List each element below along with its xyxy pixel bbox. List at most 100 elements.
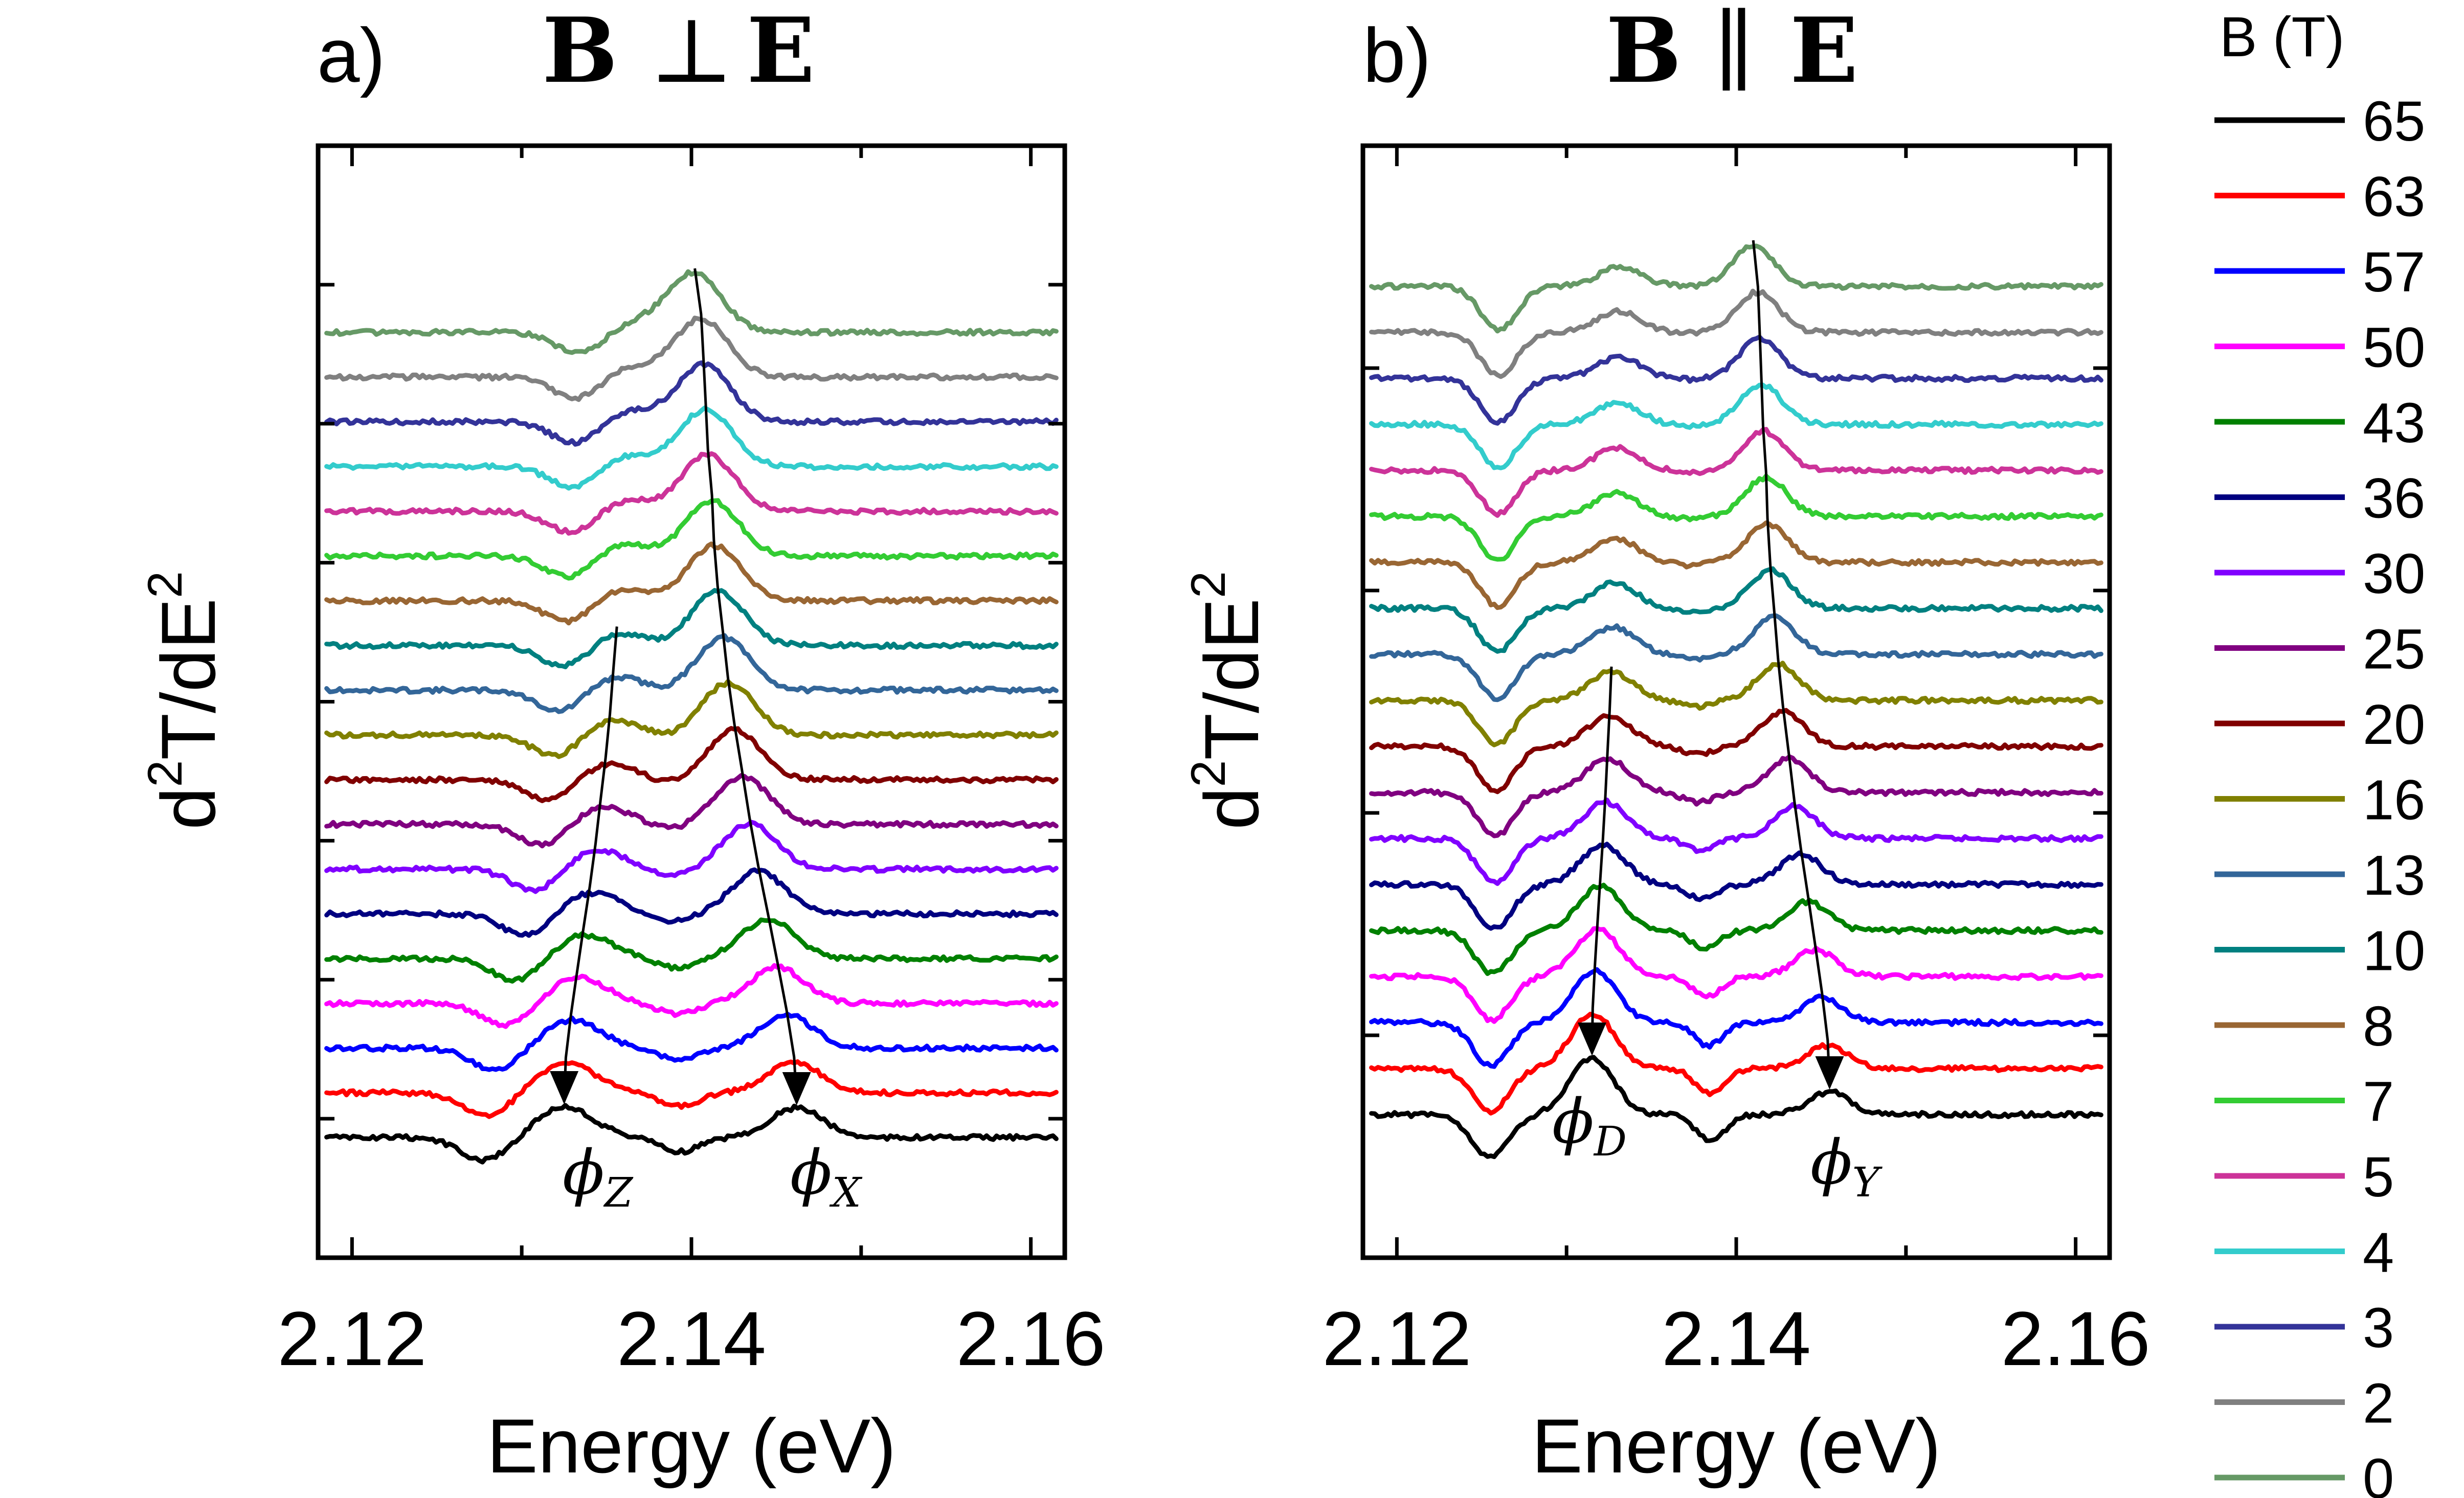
trace-25T [1369,754,2103,838]
legend-label-0: 0 [2363,1447,2394,1498]
trace-16T [1369,661,2103,747]
arrow-head-d [1577,1023,1606,1056]
guide-d [1591,666,1613,1054]
trace-16T [324,679,1059,759]
panel-b-traces [1369,243,2103,1160]
x-tick-label: 2.16 [956,1296,1106,1381]
trace-63T [1369,1011,2103,1116]
panel-a-title-b: B [542,0,618,103]
trace-65T [1369,1055,2103,1160]
trace-63T [324,1059,1059,1119]
trace-20T [1369,708,2103,795]
trace-0T [1369,243,2103,334]
panel-b-xlabel: Energy (eV) [1532,1403,1941,1489]
trace-30T [1369,798,2103,886]
legend-label-10: 10 [2363,920,2425,983]
trace-65T [324,1103,1059,1165]
trace-36T [1369,842,2103,931]
phi-y-label: ϕY [1810,1127,1883,1206]
trace-43T [324,917,1059,984]
ylabel-b-d: d [1189,787,1274,830]
phi-y-subscript: Y [1852,1159,1883,1206]
trace-50T [324,963,1059,1029]
panel-a-ticks [318,146,1065,1258]
phi-x-label: ϕX [790,1138,863,1216]
trace-8T [324,541,1059,626]
panel-a-title: B ⊥ E [542,0,815,103]
trace-57T [324,1012,1059,1072]
trace-13T [324,633,1059,714]
ylabel-a-sup2: 2 [138,571,192,598]
trace-4T [1369,382,2103,470]
legend-label-36: 36 [2363,467,2425,530]
trace-5T [1369,427,2103,518]
panel-a-traces [324,269,1059,1165]
trace-30T [324,820,1059,894]
guide-z [563,626,618,1102]
ylabel-a-d: d [145,787,231,830]
legend-label-8: 8 [2363,995,2394,1058]
x-tick-label: 2.14 [617,1296,766,1381]
legend-label-5: 5 [2363,1146,2394,1209]
legend-label-7: 7 [2363,1071,2394,1133]
panel-a-guides [550,268,811,1105]
ylabel-a-sup1: 2 [138,760,192,787]
arrow-head-y [1815,1056,1844,1090]
x-tick-label: 2.14 [1662,1296,1811,1381]
trace-2T [1369,288,2103,379]
x-tick-label: 2.12 [1322,1296,1471,1381]
phi-z-symbol: ϕ [563,1138,604,1209]
legend-label-57: 57 [2363,241,2425,304]
phi-z-label: ϕZ [563,1138,634,1216]
legend-label-2: 2 [2363,1372,2394,1435]
legend-label-3: 3 [2363,1297,2394,1359]
trace-5T [324,451,1059,536]
ylabel-b-sup2: 2 [1181,571,1236,598]
legend-label-13: 13 [2363,844,2425,907]
panel-a: a) B ⊥ E ϕZ ϕX 2.12 2.14 2.16 Energy (eV) … [138,0,1106,1489]
panel-a-frame [316,143,1067,1260]
phi-y-symbol: ϕ [1810,1127,1852,1198]
trace-36T [324,867,1059,938]
ylabel-b-sup1: 2 [1181,760,1236,787]
phi-x-symbol: ϕ [790,1138,832,1209]
panel-a-label: a) [317,12,385,98]
guide-x [693,268,798,1103]
ylabel-b-mid: T/dE [1189,598,1274,760]
legend-label-43: 43 [2363,392,2425,455]
trace-25T [324,773,1059,849]
trace-8T [1369,520,2103,610]
panel-b-title-symbol: ∥ [1713,0,1755,103]
trace-10T [1369,566,2103,654]
arrow-head-z [550,1071,579,1104]
ylabel-a-mid: T/dE [145,598,231,760]
phi-d-symbol: ϕ [1552,1086,1594,1157]
trace-57T [1369,967,2103,1069]
legend-label-63: 63 [2363,166,2425,229]
panel-a-xlabel: Energy (eV) [487,1403,896,1489]
arrow-head-x [782,1072,811,1105]
panel-b-ylabel: d2T/dE2 [1181,571,1274,830]
trace-10T [324,588,1059,669]
trace-7T [324,498,1059,581]
trace-13T [1369,613,2103,702]
trace-50T [1369,926,2103,1024]
panel-b-xtick-labels: 2.12 2.14 2.16 [1322,1296,2150,1381]
trace-3T [324,360,1059,447]
panel-b-guides [1577,240,1844,1090]
x-tick-label: 2.12 [277,1296,427,1381]
panel-b-label: b) [1363,12,1431,98]
legend-label-16: 16 [2363,769,2425,832]
panel-a-xtick-labels: 2.12 2.14 2.16 [277,1296,1105,1381]
phi-d-subscript: D [1593,1118,1627,1165]
legend-label-25: 25 [2363,618,2425,681]
panel-b-title-b: B [1606,0,1682,103]
trace-2T [324,315,1059,402]
legend-label-20: 20 [2363,693,2425,756]
x-tick-label: 2.16 [2001,1296,2151,1381]
guide-y [1752,240,1831,1087]
panel-b-frame [1360,143,2112,1260]
